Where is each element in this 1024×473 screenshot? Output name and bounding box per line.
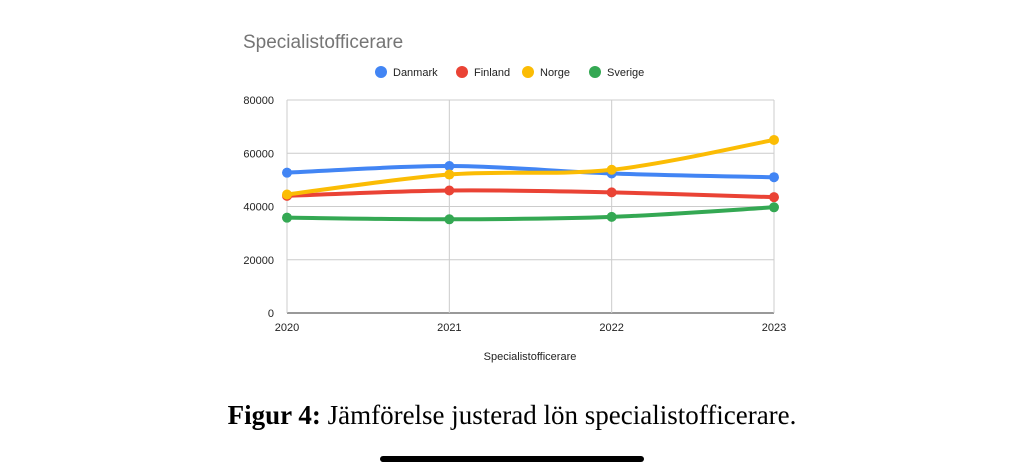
legend-label-danmark: Danmark [393,67,438,79]
series-line-danmark [285,164,776,180]
figure-caption: Figur 4: Jämförelse justerad lön special… [0,400,1024,431]
data-point-sverige [282,212,292,223]
data-point-danmark [444,161,455,172]
data-point-norge [282,189,292,200]
y-axis: 0 20000 40000 60000 80000 [243,95,274,320]
legend-marker-finland [456,66,468,78]
chart-legend: Danmark Finland Norge Sverige [375,66,644,79]
legend-marker-norge [522,66,534,78]
y-tick-label: 80000 [243,95,274,107]
legend-marker-sverige [589,66,601,78]
y-tick-label: 40000 [243,202,274,214]
legend-marker-danmark [375,66,387,78]
data-point-finland [444,185,455,196]
x-axis: 2020 2021 2022 2023 [275,322,786,334]
figure-caption-text: Jämförelse justerad lön specialistoffice… [327,400,797,430]
legend-label-sverige: Sverige [607,67,644,79]
chart-series [282,134,779,225]
figure-label: Figur 4: [227,400,321,430]
data-point-norge [444,169,455,180]
data-point-norge [769,134,779,145]
y-tick-label: 20000 [243,255,274,267]
data-point-sverige [606,211,617,222]
y-tick-label: 0 [268,308,274,320]
home-indicator[interactable] [380,456,644,462]
series-line-sverige [285,205,776,222]
data-point-finland [769,192,779,203]
chart-grid [286,99,775,314]
series-line-norge [285,137,776,197]
data-point-danmark [282,167,292,178]
x-tick-label: 2020 [275,322,299,334]
chart-title: Specialistofficerare [243,32,403,53]
series-line-finland [285,188,776,200]
legend-label-finland: Finland [474,67,510,79]
x-tick-label: 2021 [437,322,461,334]
data-point-sverige [444,214,455,225]
x-tick-label: 2023 [762,322,786,334]
legend-label-norge: Norge [540,67,570,79]
line-chart: Specialistofficerare Danmark Finland Norge… [243,32,786,363]
data-point-sverige [769,202,779,213]
x-axis-title: Specialistofficerare [484,351,577,363]
x-tick-label: 2022 [599,322,623,334]
data-point-norge [606,164,617,175]
data-point-danmark [769,172,779,183]
data-point-finland [606,187,617,198]
y-tick-label: 60000 [243,148,274,160]
